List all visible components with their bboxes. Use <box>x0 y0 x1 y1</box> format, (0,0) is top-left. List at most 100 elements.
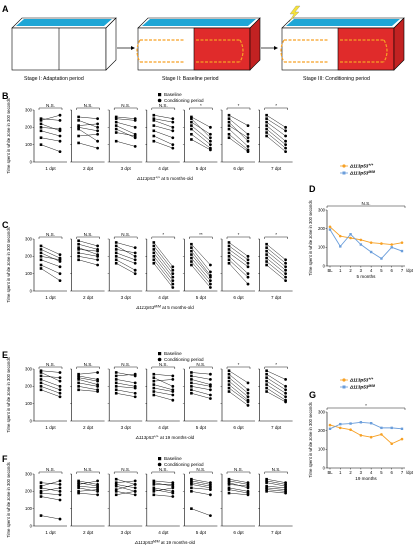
subplot-4-dpt: N.S. 4 dpt <box>145 103 180 171</box>
conditioning-point <box>133 251 137 255</box>
legend-genotype: M/M <box>368 170 375 174</box>
series-point-wt <box>359 434 363 437</box>
baseline-point <box>227 390 231 393</box>
baseline-point <box>227 369 231 373</box>
pair-line <box>266 264 286 281</box>
baseline-point <box>152 490 156 493</box>
baseline-point <box>227 491 231 495</box>
baseline-point <box>114 481 118 484</box>
conditioning-point <box>58 479 62 483</box>
conditioning-point <box>171 265 175 269</box>
pair-line <box>191 264 211 288</box>
subplot-3-dpt: N.S. 3 dpt <box>107 103 143 171</box>
pair-line <box>78 240 98 247</box>
pair-line <box>116 389 136 394</box>
pair-line <box>266 247 286 264</box>
significance-label: N.S. <box>46 362 55 367</box>
pair-line <box>153 387 173 392</box>
stage-2-label: Stage II: Baseline period <box>162 76 219 82</box>
y-tick-label: 100 <box>25 142 33 147</box>
pair-line <box>78 252 98 257</box>
conditioning-point <box>284 268 287 272</box>
pair-line <box>266 128 286 145</box>
x-tick-label: 7 <box>401 470 404 475</box>
baseline-point <box>39 374 43 378</box>
caption-age: at 5 months-old <box>161 305 194 310</box>
baseline-point <box>227 383 231 386</box>
baseline-point <box>39 495 43 498</box>
conditioning-point <box>246 391 250 395</box>
significance-bracket <box>76 236 100 239</box>
conditioning-point <box>171 125 175 129</box>
series-line-mut <box>329 421 403 430</box>
pair-line <box>78 127 98 132</box>
caption-genotype: M/M <box>154 305 161 309</box>
pair-line <box>40 249 61 259</box>
pair-line <box>228 256 249 274</box>
conditioning-point <box>171 286 175 289</box>
baseline-point <box>114 120 118 124</box>
baseline-point <box>152 493 156 497</box>
conditioning-point <box>246 254 250 258</box>
pair-line <box>78 377 98 382</box>
conditioning-point <box>246 484 250 488</box>
pair-line <box>78 489 98 492</box>
conditioning-point <box>58 489 62 493</box>
conditioning-point <box>133 134 137 138</box>
legend-label-mut: Δ113p53M/M <box>349 170 375 176</box>
pair-line <box>191 261 211 285</box>
conditioning-point <box>246 272 250 276</box>
conditioning-point <box>58 272 62 276</box>
conditioning-point <box>246 139 250 143</box>
significance-label: N.S. <box>84 232 93 237</box>
panel-caption: Δ113p53+/+ at 19 months-old <box>135 435 195 441</box>
baseline-point <box>152 488 156 491</box>
pair-line <box>153 245 173 271</box>
conditioning-point <box>171 374 175 378</box>
subplot-7-dpt: * 7 dpt <box>258 232 293 300</box>
conditioning-point <box>133 391 137 395</box>
significance-bracket <box>189 107 213 110</box>
conditioning-point <box>58 279 62 282</box>
baseline-point <box>114 251 118 255</box>
significance-label: N.S. <box>121 467 130 472</box>
baseline-point <box>265 131 268 134</box>
conditioning-point <box>58 134 62 138</box>
pair-line <box>78 142 98 149</box>
conditioning-point <box>284 388 287 392</box>
significance-label: * <box>238 103 240 108</box>
pair-line <box>228 128 249 147</box>
subplot-5-dpt: ** 5 dpt <box>182 232 218 300</box>
pair-line <box>78 134 98 137</box>
significance-bracket <box>326 407 406 410</box>
pair-line <box>116 132 136 137</box>
legend-baseline-marker <box>158 457 162 461</box>
conditioning-point <box>58 113 62 117</box>
pair-line <box>228 487 249 492</box>
baseline-point <box>39 143 43 146</box>
baseline-point <box>227 376 231 379</box>
legend-gene: Δ113p53 <box>349 164 369 169</box>
conditioning-point <box>209 270 212 274</box>
pair-line <box>153 252 173 278</box>
conditioning-point <box>133 268 137 272</box>
y-tick-label: 0 <box>30 418 33 423</box>
baseline-point <box>77 126 80 129</box>
baseline-point <box>190 381 193 385</box>
baseline-point <box>39 267 43 270</box>
y-tick-label: 0 <box>30 159 33 164</box>
baseline-point <box>190 388 193 392</box>
series-line-mut <box>329 229 403 260</box>
pair-line <box>78 123 98 126</box>
series-line-wt <box>329 424 403 445</box>
pair-line <box>116 263 136 274</box>
subplot-4-dpt: N.S. 4 dpt <box>145 362 180 430</box>
subplot-4-dpt: N.S. 4 dpt <box>145 467 180 535</box>
pair-line <box>153 135 173 145</box>
baseline-point <box>39 248 43 251</box>
pair-line <box>228 370 249 384</box>
y-tick-label: 300 <box>318 207 326 212</box>
y-tick-label: 0 <box>30 523 33 528</box>
significance-label: N.S. <box>362 201 371 206</box>
baseline-point <box>114 124 118 127</box>
